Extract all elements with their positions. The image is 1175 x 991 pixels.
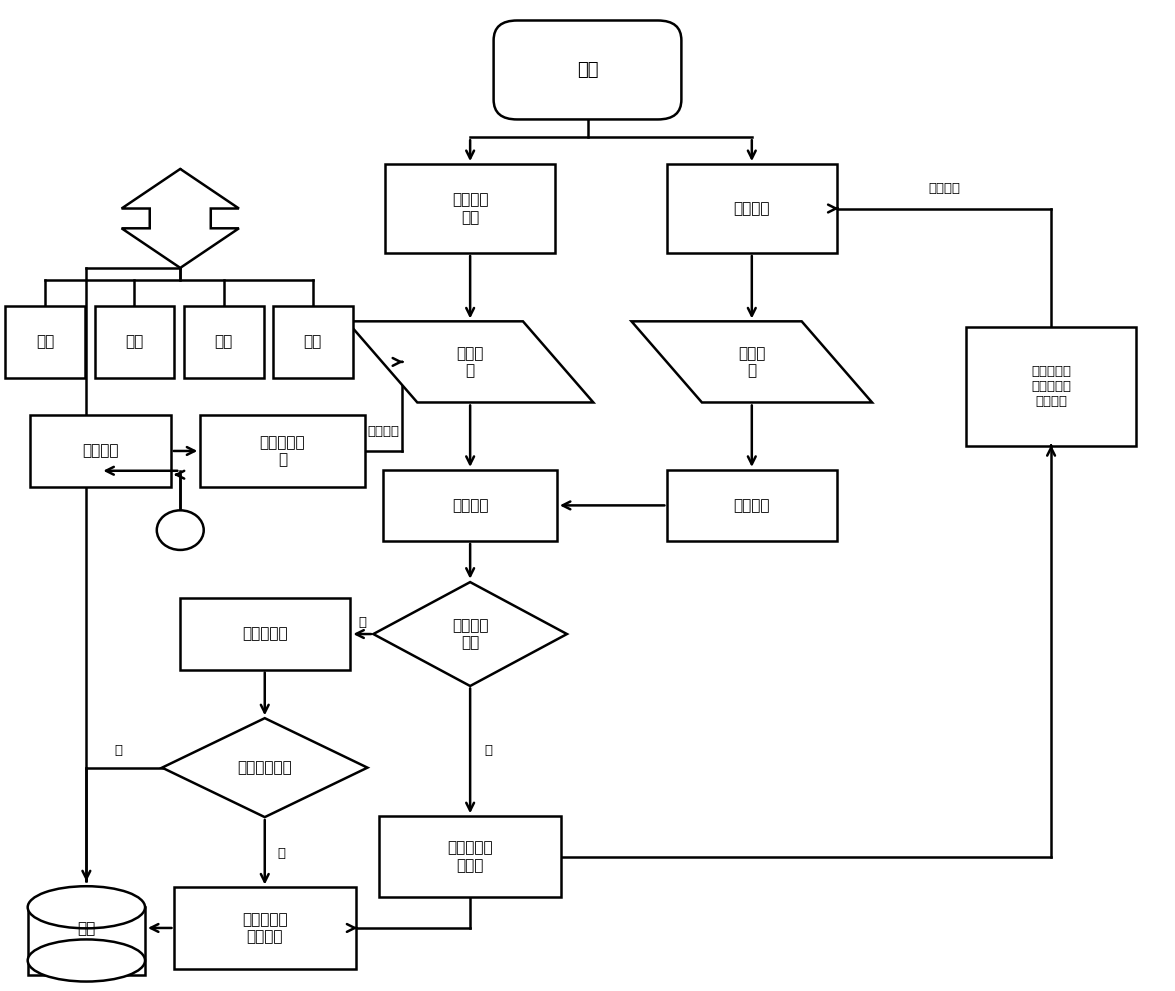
FancyBboxPatch shape (385, 164, 556, 253)
FancyBboxPatch shape (174, 887, 356, 968)
FancyBboxPatch shape (666, 164, 837, 253)
Text: 运行数
据: 运行数 据 (738, 346, 765, 379)
Text: 生成修复调
节指令: 生成修复调 节指令 (448, 840, 494, 873)
Text: 提取采样: 提取采样 (733, 497, 770, 513)
FancyBboxPatch shape (383, 470, 557, 541)
Text: 机器学习: 机器学习 (82, 443, 119, 459)
Text: 预测故障: 预测故障 (452, 497, 489, 513)
FancyBboxPatch shape (273, 306, 352, 378)
FancyBboxPatch shape (380, 817, 562, 897)
Text: 生成分析策
略: 生成分析策 略 (260, 435, 306, 467)
FancyBboxPatch shape (31, 415, 170, 487)
Circle shape (156, 510, 203, 550)
FancyBboxPatch shape (494, 21, 682, 120)
Text: 否: 否 (114, 744, 122, 757)
Text: 机组根据指
令调节自身
运行参数: 机组根据指 令调节自身 运行参数 (1032, 365, 1072, 408)
Text: 定期更新: 定期更新 (368, 425, 400, 438)
Text: 分析策
略: 分析策 略 (456, 346, 484, 379)
Text: 否: 否 (358, 615, 367, 628)
FancyBboxPatch shape (183, 306, 263, 378)
Text: 调节装置
运行: 调节装置 运行 (452, 192, 489, 225)
Text: 提取: 提取 (36, 335, 54, 350)
Ellipse shape (28, 939, 145, 981)
FancyBboxPatch shape (200, 415, 364, 487)
FancyBboxPatch shape (28, 908, 145, 975)
Text: 上传至云端: 上传至云端 (242, 626, 288, 641)
Text: 反向调节: 反向调节 (928, 181, 960, 194)
Text: 取现潜在
风险: 取现潜在 风险 (452, 617, 489, 650)
Text: 分析: 分析 (304, 335, 322, 350)
Ellipse shape (28, 886, 145, 929)
FancyBboxPatch shape (966, 327, 1136, 446)
FancyBboxPatch shape (180, 599, 350, 670)
Text: 云端反馈至
调节装置: 云端反馈至 调节装置 (242, 912, 288, 944)
Polygon shape (374, 582, 568, 686)
FancyBboxPatch shape (6, 306, 86, 378)
Text: 是: 是 (277, 847, 286, 860)
Text: 运行: 运行 (577, 61, 598, 79)
Text: 运行
数据: 运行 数据 (78, 921, 95, 953)
Polygon shape (631, 321, 872, 402)
Polygon shape (121, 168, 239, 268)
Text: 机组运行: 机组运行 (733, 201, 770, 216)
Text: 聚合: 聚合 (215, 335, 233, 350)
Text: 云端发现风险: 云端发现风险 (237, 760, 293, 775)
Polygon shape (347, 321, 593, 402)
FancyBboxPatch shape (94, 306, 174, 378)
Polygon shape (162, 718, 368, 818)
Text: 筛选: 筛选 (126, 335, 143, 350)
FancyBboxPatch shape (666, 470, 837, 541)
Text: 是: 是 (484, 744, 492, 757)
